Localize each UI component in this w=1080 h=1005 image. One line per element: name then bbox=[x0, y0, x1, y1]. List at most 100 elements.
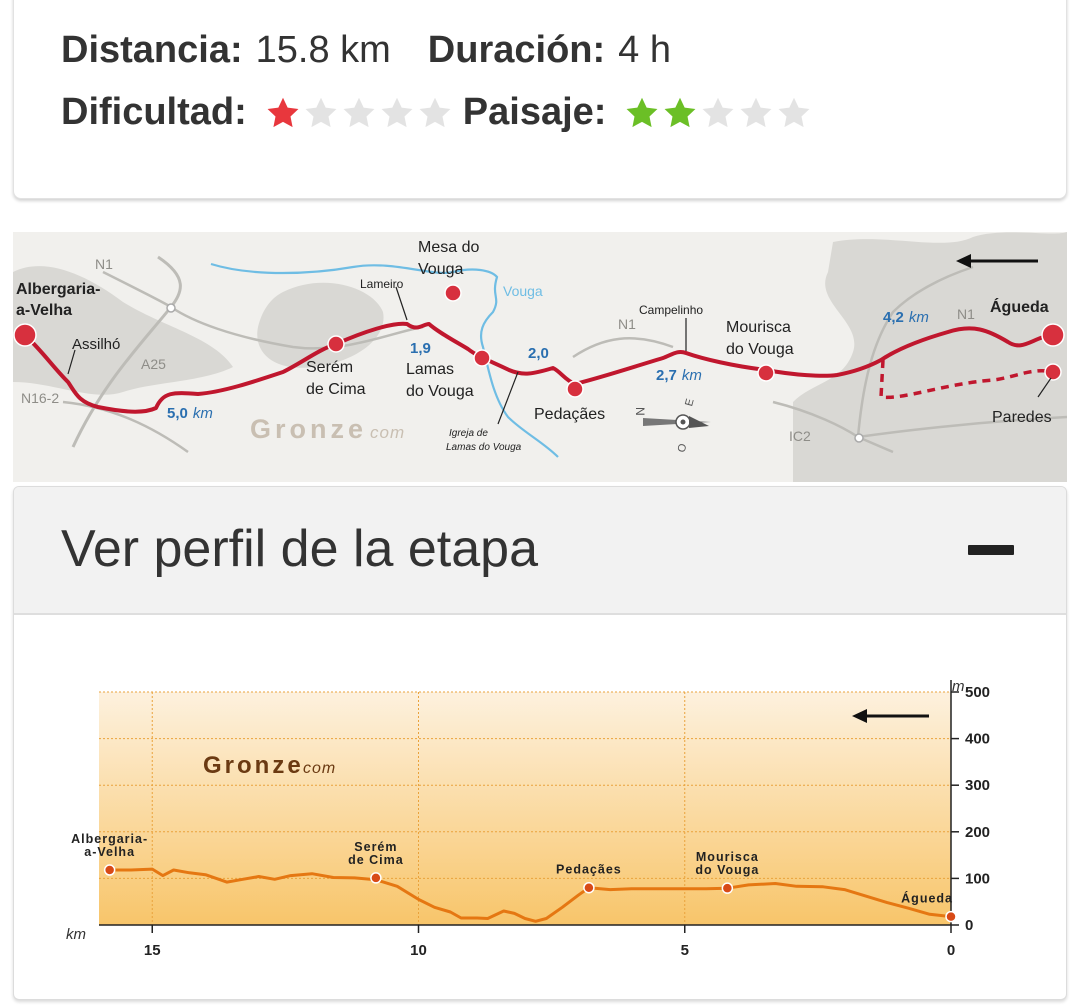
urban-area-agueda bbox=[793, 232, 1067, 482]
road-label-n16-2: N16-2 bbox=[21, 390, 59, 406]
star-filled-icon bbox=[664, 97, 696, 127]
star-filled-icon bbox=[626, 97, 658, 127]
stop-marker-agueda bbox=[1041, 323, 1065, 347]
river-label: Vouga bbox=[503, 283, 543, 299]
waypoint-marker bbox=[370, 872, 382, 884]
route-stops bbox=[13, 284, 1065, 398]
y-tick-label: 100 bbox=[965, 870, 990, 887]
star-empty-icon bbox=[305, 97, 337, 127]
road-n1-center bbox=[572, 337, 674, 359]
y-tick-label: 300 bbox=[965, 777, 990, 794]
plot-area bbox=[99, 692, 951, 925]
star-empty-icon bbox=[740, 97, 772, 127]
urban-area-albergaria bbox=[13, 266, 233, 395]
y-tick-label: 400 bbox=[965, 731, 990, 748]
profile-accordion-header[interactable]: Ver perfil de la etapa bbox=[14, 487, 1066, 615]
waypoint-label: Mourisca bbox=[696, 850, 759, 864]
difficulty-rating bbox=[265, 95, 453, 131]
segment-distance-1: 5,0 km bbox=[167, 405, 213, 422]
segment-distance-5: 4,2 km bbox=[883, 309, 929, 326]
x-tick-label: 10 bbox=[410, 942, 427, 959]
x-tick-label: 15 bbox=[144, 942, 161, 959]
compass-n: N bbox=[633, 407, 647, 416]
profile-watermark-brand: Gronze bbox=[203, 752, 304, 779]
elevation-profile-card: Ver perfil de la etapa 0 100 200 300 400 500 1… bbox=[13, 486, 1067, 1000]
place-label-igreja: Igreja de Lamas do Vouga bbox=[446, 428, 522, 453]
duration-value: 4 h bbox=[618, 29, 671, 71]
place-label-paredes: Paredes bbox=[992, 409, 1052, 426]
star-empty-icon bbox=[343, 97, 375, 127]
leader-igreja bbox=[497, 371, 519, 425]
compass-o: O bbox=[676, 442, 690, 454]
distance-value: 15.8 km bbox=[255, 29, 391, 71]
leader-lameiro bbox=[395, 286, 408, 321]
junction-marker bbox=[166, 303, 176, 313]
road-n16-2 bbox=[62, 400, 189, 454]
road-label-n1: N1 bbox=[957, 306, 975, 322]
map-watermark-brand: Gronze bbox=[250, 414, 367, 444]
star-empty-icon bbox=[419, 97, 451, 127]
profile-direction-arrow-icon bbox=[852, 709, 929, 723]
river-vouga bbox=[210, 262, 559, 458]
profile-title: Ver perfil de la etapa bbox=[61, 520, 538, 578]
waypoint-label: Pedaçães bbox=[556, 863, 622, 877]
waypoint-label: Águeda bbox=[901, 891, 953, 906]
waypoint-marker bbox=[721, 882, 734, 894]
road-ic2 bbox=[772, 400, 1067, 439]
x-axis-unit: km bbox=[66, 926, 86, 943]
stop-marker-paredes bbox=[1044, 363, 1062, 381]
stage-summary-card: Distancia: 15.8 km Duración: 4 h Dificul… bbox=[13, 0, 1067, 199]
difficulty-scenery-row: Dificultad: Paisaje: bbox=[61, 91, 822, 134]
star-empty-icon bbox=[778, 97, 810, 127]
stop-marker-serem bbox=[327, 335, 345, 353]
star-empty-icon bbox=[381, 97, 413, 127]
axes: 0 100 200 300 400 500 15 10 5 0 bbox=[99, 680, 990, 959]
main-route bbox=[23, 321, 1055, 414]
stop-marker-lamas bbox=[473, 349, 491, 367]
waypoint-marker bbox=[583, 881, 595, 894]
segment-distance-3: 2,0 bbox=[528, 345, 549, 362]
road-ic2-stub bbox=[857, 435, 894, 454]
road-label-n1: N1 bbox=[618, 316, 636, 332]
road-label-a25: A25 bbox=[141, 356, 166, 372]
distance-label: Distancia: bbox=[61, 29, 243, 71]
stop-marker-mourisca bbox=[757, 364, 775, 382]
leader-assilho bbox=[67, 349, 76, 375]
place-label-albergaria: Albergaria- a-Velha bbox=[16, 281, 105, 319]
waypoint-label: de Cima bbox=[348, 853, 404, 867]
place-label-mourisca: Mourisca do Vouga bbox=[726, 319, 795, 358]
difficulty-label: Dificultad: bbox=[61, 91, 247, 133]
waypoint-label: do Vouga bbox=[695, 863, 759, 877]
elevation-profile-chart: 0 100 200 300 400 500 15 10 5 0 Albergaria-a-Velh… bbox=[66, 678, 990, 959]
urban-area-serem bbox=[257, 282, 384, 368]
place-label-agueda: Águeda bbox=[990, 297, 1049, 316]
place-label-serem: Serém de Cima bbox=[306, 359, 366, 398]
place-label-campelinho: Campelinho bbox=[639, 303, 703, 317]
road-label-ic2: IC2 bbox=[789, 428, 811, 444]
y-tick-label: 500 bbox=[965, 684, 990, 701]
compass-icon: N E O bbox=[633, 397, 711, 454]
route-map: Vouga bbox=[13, 232, 1067, 482]
leader-paredes bbox=[1037, 377, 1052, 398]
elevation-line bbox=[109, 867, 952, 923]
x-tick-label: 0 bbox=[947, 942, 955, 959]
waypoint-label: a-Velha bbox=[84, 845, 135, 859]
road-n1-west bbox=[102, 270, 424, 350]
direction-arrow-icon bbox=[956, 254, 1038, 268]
route-map-svg: Vouga bbox=[13, 232, 1067, 482]
waypoint-marker bbox=[103, 864, 116, 876]
place-label-pedacaes: Pedaçães bbox=[534, 406, 605, 423]
compass-e: E bbox=[683, 397, 696, 407]
distance-duration-row: Distancia: 15.8 km Duración: 4 h bbox=[61, 29, 671, 72]
road-n1-east bbox=[856, 265, 974, 438]
stop-marker-mesa bbox=[444, 284, 462, 302]
collapse-minus-icon[interactable] bbox=[968, 545, 1014, 555]
road-label-n1: N1 bbox=[95, 256, 113, 272]
stop-marker-pedacaes bbox=[566, 380, 584, 398]
waypoint-label: Albergaria- bbox=[71, 832, 148, 846]
star-filled-icon bbox=[267, 97, 299, 127]
duration-label: Duración: bbox=[427, 29, 606, 71]
map-watermark-suffix: com bbox=[370, 423, 405, 442]
junction-marker bbox=[854, 433, 864, 443]
